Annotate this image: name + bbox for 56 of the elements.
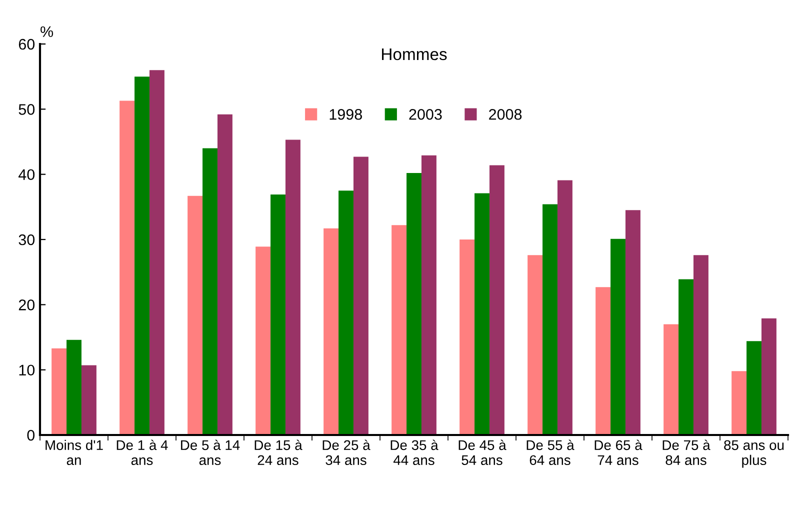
y-tick-label: 40 — [18, 169, 35, 180]
bar — [421, 155, 436, 435]
bar — [120, 100, 135, 435]
bar — [66, 340, 82, 435]
chart-title: Hommes — [382, 48, 447, 60]
bar — [285, 140, 300, 435]
bar — [746, 341, 762, 435]
x-tick-label: De 65 à 74 ans — [594, 440, 642, 466]
bar — [474, 193, 490, 435]
bar — [256, 246, 271, 435]
bar — [52, 348, 67, 435]
bar — [732, 371, 747, 435]
bar — [217, 114, 232, 435]
bar — [596, 287, 611, 435]
bar — [134, 76, 150, 435]
x-tick-label: De 35 à 44 ans — [390, 440, 438, 466]
legend-label: 2008 — [489, 108, 522, 120]
bar — [392, 225, 407, 435]
y-tick-label: 20 — [18, 300, 35, 310]
y-tick-label: 30 — [18, 234, 35, 246]
bar — [542, 204, 558, 435]
bar — [270, 194, 286, 435]
y-tick-label: 50 — [18, 104, 35, 115]
x-tick-label: Moins d'1 an — [46, 440, 103, 466]
y-tick-label: 10 — [19, 364, 35, 376]
x-tick-label: De 75 à 84 ans — [662, 440, 710, 466]
bar — [149, 70, 164, 435]
bar — [625, 210, 640, 435]
y-axis-title: % — [40, 26, 54, 38]
bar — [693, 255, 708, 435]
x-tick-label: De 55 à 64 ans — [526, 440, 574, 466]
bar — [353, 156, 368, 435]
bar — [489, 165, 504, 435]
x-tick-label: De 25 à 34 ans — [322, 440, 370, 466]
bar — [324, 228, 339, 435]
bar — [610, 238, 626, 435]
bar — [81, 365, 96, 435]
x-tick-label: De 45 à 54 ans — [458, 440, 506, 466]
bar — [338, 190, 354, 435]
bar — [528, 255, 543, 435]
bar — [664, 324, 679, 435]
bar — [557, 180, 572, 435]
legend-label: 1998 — [330, 108, 362, 120]
bar — [761, 318, 776, 435]
y-tick-label: 0 — [27, 430, 35, 441]
y-tick-label: 60 — [18, 38, 35, 50]
bar — [188, 196, 203, 435]
bar — [678, 279, 694, 435]
x-tick-label: De 1 à 4 ans — [116, 440, 168, 466]
legend-label: 2003 — [409, 108, 442, 120]
bar — [406, 173, 422, 435]
bar — [202, 148, 218, 435]
x-tick-label: 85 ans ou plus — [724, 440, 784, 468]
x-tick-label: De 15 à 24 ans — [254, 440, 302, 466]
bar — [460, 240, 475, 435]
x-tick-label: De 5 à 14 ans — [181, 440, 240, 466]
